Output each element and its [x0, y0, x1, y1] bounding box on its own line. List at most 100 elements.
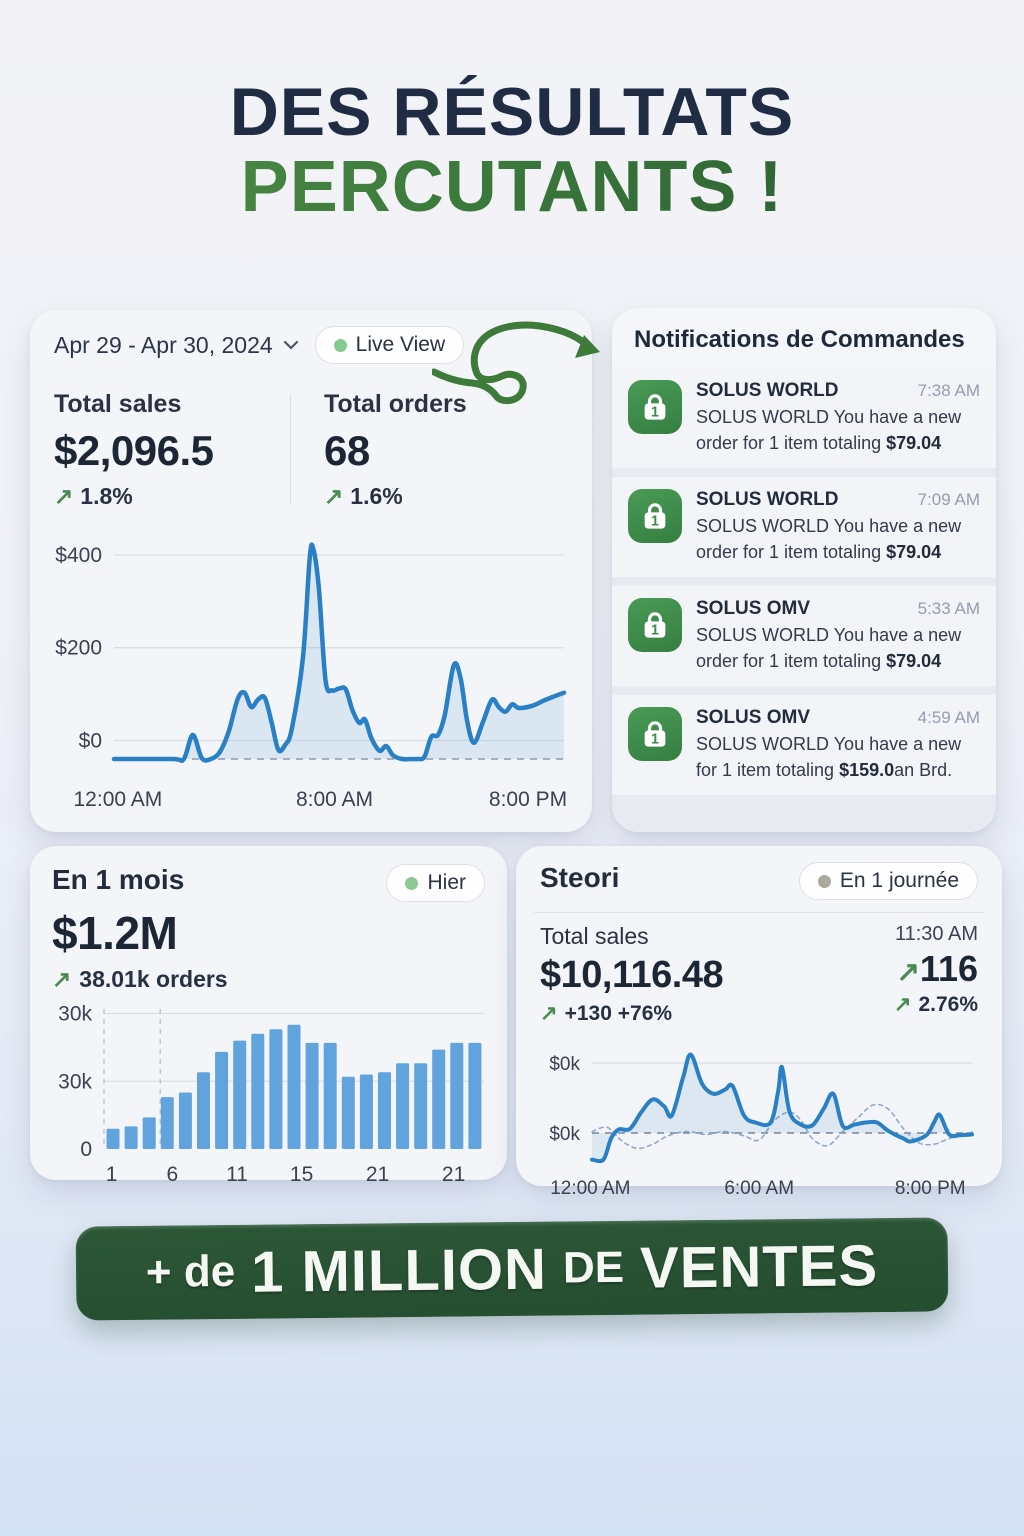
up-arrow-icon: ↗: [896, 956, 920, 987]
journee-label: En 1 journée: [839, 869, 959, 892]
total-orders-delta-value: 1.6%: [350, 483, 403, 509]
monthly-value: $1.2M: [52, 907, 178, 959]
hier-label: Hier: [427, 871, 466, 894]
notification-body: SOLUS WORLD You have a new order for 1 i…: [696, 516, 962, 562]
date-range-selector[interactable]: Apr 29 - Apr 30, 2024: [54, 332, 299, 359]
notification-row[interactable]: 1 SOLUS OMV 5:33 AM SOLUS WORLD You have…: [612, 586, 996, 687]
notification-body: SOLUS WORLD You have a new order for 1 i…: [696, 625, 962, 671]
svg-text:12:00 AM: 12:00 AM: [550, 1178, 630, 1199]
svg-text:1: 1: [651, 513, 659, 529]
svg-text:$400: $400: [55, 544, 102, 567]
notification-time: 5:33 AM: [917, 599, 980, 619]
banner-big2: VENTES: [639, 1232, 879, 1301]
svg-text:8:00 PM: 8:00 PM: [895, 1178, 966, 1199]
svg-text:1: 1: [106, 1163, 118, 1186]
svg-text:12:00 AM: 12:00 AM: [74, 788, 163, 811]
chevron-down-icon: [283, 340, 298, 350]
steori-card: Steori En 1 journée Total sales $10,116.…: [516, 846, 1002, 1199]
svg-text:6:00 AM: 6:00 AM: [724, 1178, 794, 1199]
total-sales-value: $2,096.5: [54, 427, 214, 474]
notification-body: SOLUS WORLD You have a new order for 1 i…: [696, 407, 962, 453]
journee-pill[interactable]: En 1 journée: [798, 862, 978, 900]
steori-daily-chart: $0k $0k 12:00 AM 6:00 AM 8:00 PM: [549, 1052, 974, 1199]
monthly-title: En 1 mois: [52, 864, 185, 895]
hier-dot-icon: [405, 876, 419, 890]
date-range-label: Apr 29 - Apr 30, 2024: [54, 331, 273, 358]
svg-text:8:00 AM: 8:00 AM: [296, 788, 373, 811]
steori-sales-delta: ↗ +130 +76%: [540, 1001, 723, 1026]
total-orders-delta: ↗ 1.6%: [324, 483, 568, 510]
svg-text:6: 6: [167, 1163, 179, 1186]
steori-count-delta: ↗ 2.76%: [894, 992, 978, 1017]
banner-prefix: + de: [145, 1246, 236, 1297]
order-lock-icon: 1: [628, 598, 682, 653]
notification-time: 7:38 AM: [917, 381, 980, 400]
monthly-orders-bar-chart: 30k 30k 01 6 11 15 21 21: [58, 1003, 484, 1186]
notification-time: 4:59 AM: [917, 708, 980, 728]
steori-sales-delta-value: +130 +76%: [564, 1002, 673, 1025]
steori-title: Steori: [540, 862, 620, 893]
notification-app-name: SOLUS WORLD: [696, 489, 839, 511]
total-orders-label: Total orders: [324, 390, 467, 418]
live-dot-icon: [333, 338, 347, 352]
hourly-sales-chart: $0 $200 $400 12:00 AM 8:00 AM 8:00 PM: [55, 542, 567, 811]
svg-text:30k: 30k: [58, 1070, 92, 1093]
svg-text:$0k: $0k: [549, 1054, 580, 1075]
svg-text:$0k: $0k: [549, 1124, 580, 1145]
live-view-pill[interactable]: Live View: [314, 326, 465, 364]
total-sales-delta: ↗ 1.8%: [54, 483, 298, 510]
banner-big1: 1 MILLION: [250, 1236, 548, 1305]
up-arrow-icon: ↗: [54, 483, 74, 509]
notification-row[interactable]: 1 SOLUS WORLD 7:38 AM SOLUS WORLD You ha…: [612, 368, 996, 469]
live-view-label: Live View: [355, 333, 446, 356]
svg-text:21: 21: [366, 1163, 389, 1186]
order-lock-icon: 1: [628, 489, 682, 544]
up-arrow-icon: ↗: [540, 1002, 558, 1025]
monthly-delta: ↗ 38.01k orders: [52, 966, 485, 993]
svg-text:11: 11: [226, 1163, 248, 1186]
svg-text:8:00 PM: 8:00 PM: [489, 788, 567, 811]
notification-row[interactable]: 1 SOLUS WORLD 7:09 AM SOLUS WORLD You ha…: [612, 477, 996, 578]
hier-pill[interactable]: Hier: [386, 864, 485, 902]
title-line-1: DES RÉSULTATS: [229, 74, 795, 150]
order-lock-icon: 1: [628, 380, 682, 434]
svg-text:30k: 30k: [58, 1003, 92, 1026]
banner-mid: DE: [562, 1242, 625, 1293]
steori-sales-value: $10,116.48: [540, 954, 724, 996]
svg-text:15: 15: [290, 1163, 313, 1186]
steori-time: 11:30 AM: [894, 923, 978, 945]
svg-text:$0: $0: [79, 729, 102, 752]
total-orders-value: 68: [324, 427, 370, 474]
up-arrow-icon: ↗: [893, 993, 912, 1016]
notification-list: 1 SOLUS WORLD 7:38 AM SOLUS WORLD You ha…: [612, 368, 996, 796]
sales-stats: Total sales $2,096.5 ↗ 1.8% Total orders…: [54, 390, 568, 510]
svg-text:1: 1: [651, 404, 659, 420]
notification-body: SOLUS WORLD You have a new for 1 item to…: [696, 734, 962, 780]
notification-app-name: SOLUS OMV: [696, 598, 811, 620]
million-sales-banner: + de 1 MILLION DE VENTES: [75, 1217, 949, 1321]
steori-count-value: 116: [919, 948, 978, 989]
steori-total-sales: Total sales $10,116.48 ↗ +130 +76%: [540, 923, 724, 1026]
hero-title: DES RÉSULTATS PERCUTANTS !: [0, 74, 1024, 227]
total-orders-stat: Total orders 68 ↗ 1.6%: [298, 390, 568, 510]
svg-text:21: 21: [442, 1163, 465, 1186]
arrow-doodle-icon: [432, 321, 600, 405]
steori-count: ↗116: [894, 948, 978, 990]
up-arrow-icon: ↗: [324, 483, 344, 509]
svg-text:0: 0: [80, 1138, 92, 1161]
steori-count-delta-value: 2.76%: [918, 993, 978, 1016]
monthly-summary-card: En 1 mois Hier $1.2M ↗ 38.01k orders 30k…: [30, 846, 507, 1186]
notification-app-name: SOLUS WORLD: [696, 380, 839, 401]
notification-app-name: SOLUS OMV: [696, 707, 811, 729]
stats-divider: [290, 394, 292, 504]
svg-text:$200: $200: [55, 637, 102, 660]
order-notifications-panel: Notifications de Commandes 1 SOLUS WORLD…: [612, 308, 996, 832]
journee-dot-icon: [817, 874, 831, 888]
svg-text:1: 1: [651, 623, 659, 639]
notification-row[interactable]: 1 SOLUS OMV 4:59 AM SOLUS WORLD You have…: [612, 695, 996, 796]
order-lock-icon: 1: [628, 707, 682, 762]
total-sales-label: Total sales: [54, 390, 182, 418]
notifications-header: Notifications de Commandes: [612, 308, 996, 368]
steori-orders: 11:30 AM ↗116 ↗ 2.76%: [894, 923, 978, 1026]
